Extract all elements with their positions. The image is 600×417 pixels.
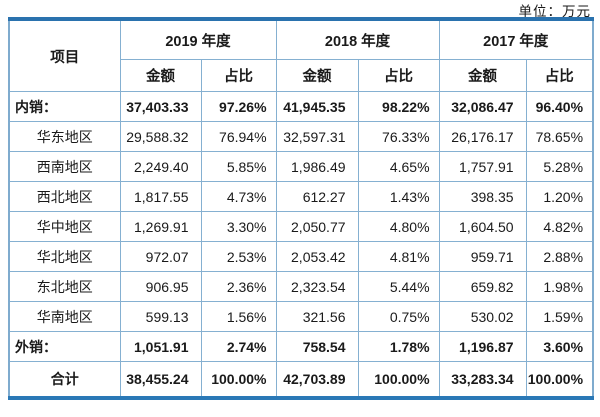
ratio-cell: 4.80% — [357, 211, 440, 242]
table-row: 外销： 1,051.91 2.74% 758.54 1.78% 1,196.87 3.60% — [8, 331, 594, 362]
ratio-cell: 100.00% — [525, 361, 594, 399]
row-label: 外销： — [8, 331, 121, 362]
ratio-cell: 76.33% — [357, 121, 440, 152]
amount-cell: 398.35 — [438, 181, 527, 212]
amount-cell: 1,817.55 — [119, 181, 202, 212]
amount-cell: 33,283.34 — [438, 361, 527, 399]
amount-cell: 612.27 — [275, 181, 359, 212]
ratio-cell: 0.75% — [357, 301, 440, 332]
ratio-cell: 2.88% — [525, 241, 594, 272]
table-row: 东北地区 906.95 2.36% 2,323.54 5.44% 659.82 1.98% — [8, 271, 594, 302]
row-label: 西南地区 — [8, 151, 121, 182]
row-label: 华北地区 — [8, 241, 121, 272]
ratio-cell: 3.30% — [200, 211, 277, 242]
row-label: 华南地区 — [8, 301, 121, 332]
amount-cell: 42,703.89 — [275, 361, 359, 399]
ratio-cell: 2.74% — [200, 331, 277, 362]
ratio-cell: 100.00% — [357, 361, 440, 399]
row-label: 西北地区 — [8, 181, 121, 212]
ratio-cell: 1.78% — [357, 331, 440, 362]
ratio-header-2017: 占比 — [525, 59, 594, 92]
amount-cell: 32,086.47 — [438, 91, 527, 122]
ratio-cell: 5.85% — [200, 151, 277, 182]
amount-header-2018: 金额 — [275, 59, 359, 92]
amount-cell: 959.71 — [438, 241, 527, 272]
row-label: 内销： — [8, 91, 121, 122]
year-header-2018: 2018 年度 — [275, 18, 440, 60]
ratio-cell: 97.26% — [200, 91, 277, 122]
table-row: 华北地区 972.07 2.53% 2,053.42 4.81% 959.71 2.88% — [8, 241, 594, 272]
table-row: 合计 38,455.24 100.00% 42,703.89 100.00% 33,283… — [8, 361, 594, 399]
ratio-cell: 4.81% — [357, 241, 440, 272]
ratio-cell: 4.82% — [525, 211, 594, 242]
sales-by-region-table-wrap: 项目 2019 年度 2018 年度 2017 年度 金额 占比 金额 占比 金… — [8, 17, 595, 400]
item-column-header: 项目 — [8, 18, 121, 92]
ratio-cell: 1.20% — [525, 181, 594, 212]
ratio-cell: 1.43% — [357, 181, 440, 212]
row-label: 东北地区 — [8, 271, 121, 302]
amount-cell: 1,986.49 — [275, 151, 359, 182]
amount-header-2019: 金额 — [119, 59, 202, 92]
header-row-years: 项目 2019 年度 2018 年度 2017 年度 — [8, 18, 594, 92]
ratio-cell: 78.65% — [525, 121, 594, 152]
amount-cell: 1,604.50 — [438, 211, 527, 242]
row-label: 合计 — [8, 361, 121, 399]
amount-cell: 1,757.91 — [438, 151, 527, 182]
amount-cell: 659.82 — [438, 271, 527, 302]
header-row-sub: 金额 占比 金额 占比 金额 占比 — [9, 59, 594, 92]
ratio-cell: 1.56% — [200, 301, 277, 332]
ratio-cell: 100.00% — [200, 361, 277, 399]
ratio-cell: 1.98% — [525, 271, 594, 302]
amount-cell: 2,249.40 — [119, 151, 202, 182]
table-row: 华南地区 599.13 1.56% 321.56 0.75% 530.02 1.59% — [8, 301, 594, 332]
ratio-cell: 4.65% — [357, 151, 440, 182]
table-header: 项目 2019 年度 2018 年度 2017 年度 金额 占比 金额 占比 金… — [8, 18, 594, 92]
amount-cell: 599.13 — [119, 301, 202, 332]
year-header-2019: 2019 年度 — [119, 18, 277, 60]
amount-header-2017: 金额 — [438, 59, 527, 92]
amount-cell: 37,403.33 — [119, 91, 202, 122]
table-row: 内销： 37,403.33 97.26% 41,945.35 98.22% 32,086.… — [8, 91, 594, 122]
sales-by-region-table: 项目 2019 年度 2018 年度 2017 年度 金额 占比 金额 占比 金… — [8, 17, 595, 400]
amount-cell: 26,176.17 — [438, 121, 527, 152]
year-header-2017: 2017 年度 — [438, 18, 594, 60]
ratio-cell: 4.73% — [200, 181, 277, 212]
amount-cell: 2,323.54 — [275, 271, 359, 302]
amount-cell: 1,196.87 — [438, 331, 527, 362]
row-label: 华东地区 — [8, 121, 121, 152]
amount-cell: 38,455.24 — [119, 361, 202, 399]
ratio-header-2018: 占比 — [357, 59, 440, 92]
amount-cell: 2,053.42 — [275, 241, 359, 272]
amount-cell: 2,050.77 — [275, 211, 359, 242]
amount-cell: 29,588.32 — [119, 121, 202, 152]
table-row: 华中地区 1,269.91 3.30% 2,050.77 4.80% 1,604.50 4.… — [8, 211, 594, 242]
ratio-header-2019: 占比 — [200, 59, 277, 92]
amount-cell: 41,945.35 — [275, 91, 359, 122]
unit-label: 单位：万元 — [518, 4, 591, 19]
ratio-cell: 5.44% — [357, 271, 440, 302]
table-row: 西北地区 1,817.55 4.73% 612.27 1.43% 398.35 1.20% — [8, 181, 594, 212]
ratio-cell: 1.59% — [525, 301, 594, 332]
amount-cell: 530.02 — [438, 301, 527, 332]
amount-cell: 321.56 — [275, 301, 359, 332]
amount-cell: 1,051.91 — [119, 331, 202, 362]
ratio-cell: 98.22% — [357, 91, 440, 122]
amount-cell: 758.54 — [275, 331, 359, 362]
ratio-cell: 96.40% — [525, 91, 594, 122]
ratio-cell: 5.28% — [525, 151, 594, 182]
ratio-cell: 76.94% — [200, 121, 277, 152]
amount-cell: 32,597.31 — [275, 121, 359, 152]
amount-cell: 972.07 — [119, 241, 202, 272]
row-label: 华中地区 — [8, 211, 121, 242]
table-row: 华东地区 29,588.32 76.94% 32,597.31 76.33% 26,176… — [8, 121, 594, 152]
ratio-cell: 2.53% — [200, 241, 277, 272]
table-row: 西南地区 2,249.40 5.85% 1,986.49 4.65% 1,757.91 5.… — [8, 151, 594, 182]
ratio-cell: 2.36% — [200, 271, 277, 302]
amount-cell: 906.95 — [119, 271, 202, 302]
table-body: 内销： 37,403.33 97.26% 41,945.35 98.22% 32,086.… — [8, 91, 594, 399]
amount-cell: 1,269.91 — [119, 211, 202, 242]
ratio-cell: 3.60% — [525, 331, 594, 362]
